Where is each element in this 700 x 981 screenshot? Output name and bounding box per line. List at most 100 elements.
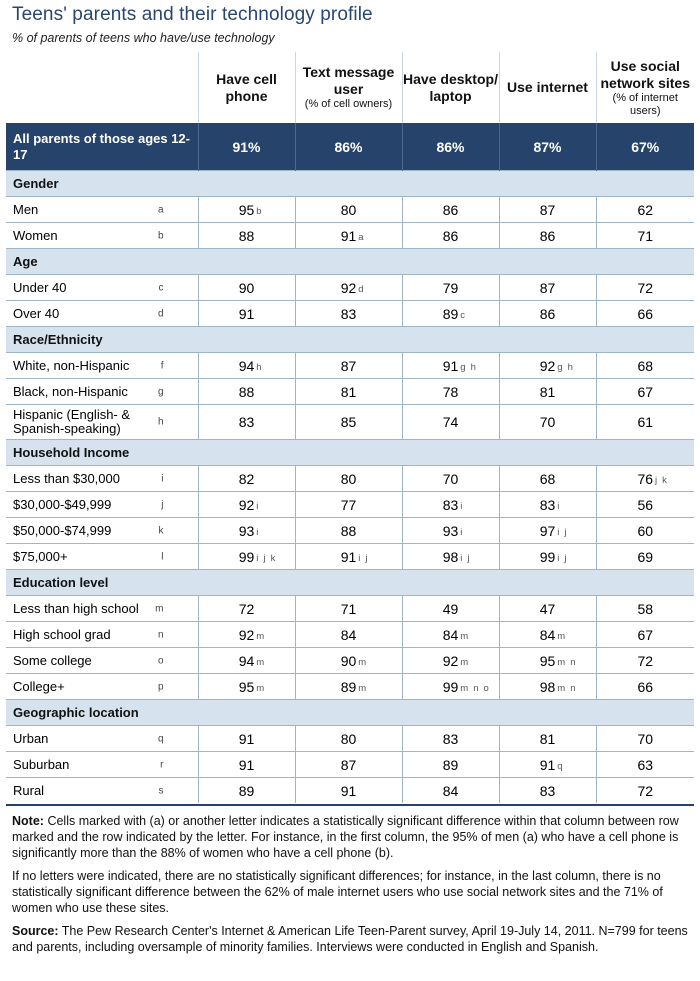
row-letter: g <box>157 386 164 397</box>
value-cell: 70 <box>595 725 694 752</box>
all-parents-value: 86% <box>401 123 499 171</box>
value-cell: 99 i j k <box>197 543 295 570</box>
significance-letters: m <box>460 656 470 668</box>
row-label-cell: $75,000+ l <box>6 543 198 570</box>
cell-value: 86 <box>539 227 556 244</box>
significance-letters: g h <box>460 361 478 373</box>
cell-value: 67 <box>637 383 654 400</box>
cell-value-wrap: 74 <box>443 414 459 430</box>
cell-value-wrap: 87 <box>341 358 357 374</box>
section-header-row: Household Income <box>6 439 694 466</box>
column-header-desktop-laptop: Have desktop/ laptop <box>401 52 499 123</box>
value-cell: 83 i <box>498 491 596 518</box>
cell-value-wrap: 86 <box>540 228 556 244</box>
table-row: $30,000-$49,999 j 92 i 77 83 i 83 i 56 <box>6 491 694 518</box>
cell-value: 90 <box>238 279 255 296</box>
value-cell: 70 <box>498 404 596 440</box>
header-blank <box>6 52 198 123</box>
significance-letters: i <box>256 500 260 512</box>
value-cell: 79 <box>401 274 499 301</box>
row-letter: f <box>160 360 164 371</box>
cell-value-wrap: 47 <box>540 601 556 617</box>
cell-value: 92 <box>238 496 255 513</box>
cell-value: 83 <box>539 782 556 799</box>
section-header-row: Age <box>6 248 694 275</box>
value-cell: 91 i j <box>294 543 402 570</box>
column-header-label: Have desktop/ laptop <box>403 70 498 104</box>
significance-letters: i j <box>460 552 471 564</box>
value-cell: 63 <box>595 751 694 778</box>
row-letter: a <box>157 204 164 215</box>
value-cell: 85 <box>294 404 402 440</box>
significance-letters: m <box>460 630 470 642</box>
value-cell: 87 <box>294 352 402 379</box>
value-cell: 81 <box>294 378 402 405</box>
cell-value-wrap: 92 m <box>238 626 264 643</box>
row-label-cell: Urban q <box>6 725 198 752</box>
note-label: Note: <box>12 814 44 828</box>
cell-value-wrap: 84 <box>341 627 357 643</box>
cell-value-wrap: 91 <box>239 731 255 747</box>
table-row: Urban q 91 80 83 81 70 <box>6 725 694 752</box>
significance-letters: m n <box>557 656 577 668</box>
cell-value: 84 <box>442 626 459 643</box>
cell-value: 93 <box>238 522 255 539</box>
cell-value: 83 <box>238 414 255 430</box>
cell-value-wrap: 89 m <box>341 679 366 695</box>
cell-value-wrap: 58 <box>637 601 653 617</box>
cell-value-wrap: 93 i <box>238 522 259 539</box>
cell-value-wrap: 82 <box>239 471 255 487</box>
value-cell: 74 <box>401 404 499 440</box>
row-label: Men <box>13 202 39 217</box>
cell-value: 80 <box>340 730 357 747</box>
value-cell: 77 <box>294 491 402 518</box>
value-cell: 83 <box>197 404 295 440</box>
cell-value-wrap: 92 i <box>238 496 259 513</box>
row-label-cell: Rural s <box>6 777 198 803</box>
cell-value-wrap: 83 <box>341 306 357 322</box>
value-cell: 81 <box>498 725 596 752</box>
table-row: Some college o 94 m 90 m 92 m 95 m n 72 <box>6 647 694 674</box>
cell-value-wrap: 95 m <box>239 679 264 695</box>
value-cell: 86 <box>401 222 499 249</box>
value-cell: 68 <box>595 352 694 379</box>
cell-value: 92 <box>238 626 255 643</box>
cell-value: 60 <box>637 522 654 539</box>
column-header-label: Have cell phone <box>216 70 277 104</box>
cell-value-wrap: 94 h <box>239 358 262 374</box>
cell-value-wrap: 95 b <box>238 201 262 218</box>
cell-value: 91 <box>442 357 459 374</box>
value-cell: 61 <box>595 404 694 440</box>
cell-value-wrap: 67 <box>637 384 653 400</box>
row-letter: o <box>157 655 164 666</box>
section-title: Gender <box>6 170 694 197</box>
note-paragraph: Note: Cells marked with (a) or another l… <box>12 813 688 861</box>
value-cell: 84 m <box>498 621 596 648</box>
row-letter: p <box>157 681 164 692</box>
row-label: High school grad <box>13 627 111 642</box>
value-cell: 72 <box>595 777 694 803</box>
cell-value: 83 <box>442 496 459 513</box>
cell-value: 85 <box>340 414 357 430</box>
row-label: $50,000-$74,999 <box>13 523 112 538</box>
row-label: $30,000-$49,999 <box>13 497 112 512</box>
cell-value-wrap: 91 <box>239 757 255 773</box>
row-letter: m <box>155 603 164 614</box>
cell-value: 80 <box>340 201 357 218</box>
value-cell: 91 <box>294 777 402 803</box>
value-cell: 76 j k <box>595 465 694 492</box>
value-cell: 72 <box>595 647 694 674</box>
value-cell: 83 <box>294 300 402 327</box>
significance-letters: c <box>460 309 467 321</box>
significance-letters: i <box>557 500 561 512</box>
note-text: Cells marked with (a) or another letter … <box>12 814 679 860</box>
value-cell: 81 <box>498 378 596 405</box>
cell-value-wrap: 84 <box>443 783 459 799</box>
cell-value-wrap: 83 i <box>442 496 463 513</box>
value-cell: 86 <box>401 196 499 223</box>
cell-value: 72 <box>637 782 654 799</box>
value-cell: 78 <box>401 378 499 405</box>
significance-letters: i <box>256 526 260 538</box>
cell-value: 95 <box>238 201 255 218</box>
